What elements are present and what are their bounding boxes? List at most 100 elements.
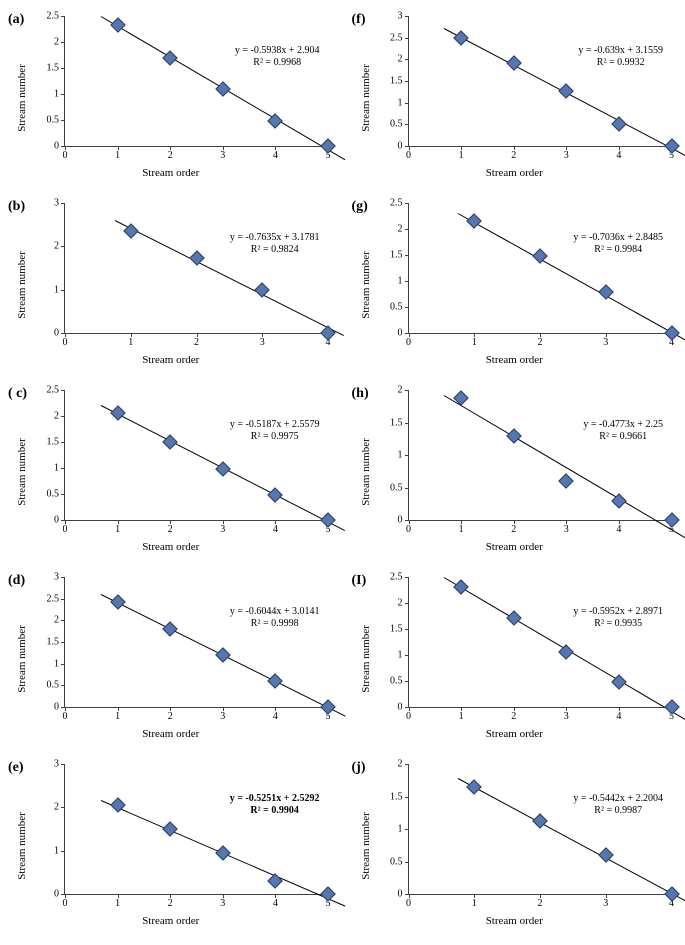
panel-I: (I)Stream numberStream order00.511.522.5… (352, 571, 678, 746)
equation-annotation: y = -0.6044x + 3.0141R² = 0.9998 (230, 606, 320, 631)
y-tick-label: 1.5 (47, 437, 60, 448)
x-tick-label: 4 (616, 711, 621, 722)
x-tick-label: 3 (603, 337, 608, 348)
x-tick-label: 1 (472, 337, 477, 348)
x-tick-label: 1 (472, 898, 477, 909)
plot-area: 00.511.522.5012345y = -0.5938x + 2.904R²… (64, 16, 328, 147)
data-marker (162, 621, 178, 637)
x-tick-label: 0 (406, 337, 411, 348)
y-tick-label: 0 (54, 702, 59, 713)
y-axis-label: Stream number (16, 251, 28, 319)
y-tick-label: 2 (54, 37, 59, 48)
panel-label: (d) (8, 573, 25, 589)
r-squared-text: R² = 0.9975 (230, 431, 320, 444)
y-tick-label: 0 (398, 889, 403, 900)
y-tick-label: 1 (54, 658, 59, 669)
panel-label: (b) (8, 199, 25, 215)
y-tick-label: 2.5 (47, 593, 60, 604)
x-tick-label: 4 (273, 150, 278, 161)
equation-text: y = -0.5938x + 2.904 (235, 45, 320, 56)
y-tick-label: 1 (54, 284, 59, 295)
x-tick-label: 3 (220, 524, 225, 535)
r-squared-text: R² = 0.9904 (230, 805, 320, 818)
y-axis-label: Stream number (16, 812, 28, 880)
x-tick-label: 0 (63, 898, 68, 909)
y-tick-label: 0.5 (390, 482, 403, 493)
x-tick-label: 4 (273, 711, 278, 722)
y-axis-label: Stream number (360, 251, 372, 319)
r-squared-text: R² = 0.9984 (573, 244, 663, 257)
y-axis-label: Stream number (16, 438, 28, 506)
y-tick-label: 1.5 (390, 76, 403, 87)
data-marker (215, 647, 231, 663)
r-squared-text: R² = 0.9824 (230, 244, 320, 257)
y-tick-label: 2 (398, 759, 403, 770)
y-tick-label: 1.5 (47, 637, 60, 648)
x-tick-label: 2 (168, 150, 173, 161)
x-axis-label: Stream order (486, 915, 543, 927)
x-tick-label: 3 (564, 711, 569, 722)
y-tick-label: 0.5 (390, 856, 403, 867)
y-tick-label: 0.5 (390, 119, 403, 130)
data-marker (268, 673, 284, 689)
data-marker (162, 434, 178, 450)
data-marker (453, 580, 469, 596)
data-marker (611, 117, 627, 133)
plot-area: 00.511.522.501234y = -0.7036x + 2.8485R²… (408, 203, 672, 334)
plot-area: 00.511.522.53012345y = -0.639x + 3.1559R… (408, 16, 672, 147)
y-tick-label: 2.5 (390, 32, 403, 43)
x-tick-label: 1 (115, 524, 120, 535)
equation-text: y = -0.5442x + 2.2004 (573, 793, 663, 804)
x-axis-label: Stream order (486, 354, 543, 366)
y-tick-label: 1.5 (390, 417, 403, 428)
x-tick-label: 3 (603, 898, 608, 909)
data-marker (320, 325, 336, 341)
y-axis-label: Stream number (16, 625, 28, 693)
x-tick-label: 2 (538, 337, 543, 348)
x-tick-label: 2 (511, 711, 516, 722)
y-tick-label: 3 (54, 759, 59, 770)
y-tick-label: 2 (398, 385, 403, 396)
y-tick-label: 1.5 (390, 624, 403, 635)
x-tick-label: 2 (538, 898, 543, 909)
data-marker (110, 594, 126, 610)
y-tick-label: 1 (54, 89, 59, 100)
panel-f: (f)Stream numberStream order00.511.522.5… (352, 10, 678, 185)
y-tick-label: 0.5 (47, 115, 60, 126)
x-tick-label: 2 (511, 150, 516, 161)
x-tick-label: 1 (459, 150, 464, 161)
y-tick-label: 3 (54, 198, 59, 209)
panel-label: ( c) (8, 386, 27, 402)
y-tick-label: 2 (398, 54, 403, 65)
plot-area: 00.511.522.53012345y = -0.6044x + 3.0141… (64, 577, 328, 708)
x-tick-label: 2 (168, 711, 173, 722)
equation-annotation: y = -0.5187x + 2.5579R² = 0.9975 (230, 419, 320, 444)
plot-area: 00.511.5201234y = -0.5442x + 2.2004R² = … (408, 764, 672, 895)
x-tick-label: 3 (220, 711, 225, 722)
data-marker (664, 699, 680, 715)
x-axis-label: Stream order (486, 167, 543, 179)
panel-label: (I) (352, 573, 367, 589)
x-axis-label: Stream order (142, 167, 199, 179)
y-axis-label: Stream number (360, 625, 372, 693)
data-marker (466, 779, 482, 795)
x-tick-label: 1 (115, 711, 120, 722)
panel-j: (j)Stream numberStream order00.511.52012… (352, 758, 678, 933)
equation-annotation: y = -0.7036x + 2.8485R² = 0.9984 (573, 232, 663, 257)
data-marker (320, 699, 336, 715)
y-tick-label: 0 (54, 889, 59, 900)
y-tick-label: 0 (398, 702, 403, 713)
equation-annotation: y = -0.5251x + 2.5292R² = 0.9904 (230, 793, 320, 818)
panel-a: (a)Stream numberStream order00.511.522.5… (8, 10, 334, 185)
x-tick-label: 2 (511, 524, 516, 535)
equation-annotation: y = -0.4773x + 2.25R² = 0.9661 (583, 419, 663, 444)
y-tick-label: 0.5 (390, 676, 403, 687)
data-marker (320, 886, 336, 902)
x-tick-label: 4 (616, 150, 621, 161)
regression-line (444, 395, 685, 540)
plot-area: 0123012345y = -0.5251x + 2.5292R² = 0.99… (64, 764, 328, 895)
y-tick-label: 1 (398, 650, 403, 661)
panel-label: (g) (352, 199, 368, 215)
y-tick-label: 2.5 (390, 198, 403, 209)
plot-area: 012301234y = -0.7635x + 3.1781R² = 0.982… (64, 203, 328, 334)
